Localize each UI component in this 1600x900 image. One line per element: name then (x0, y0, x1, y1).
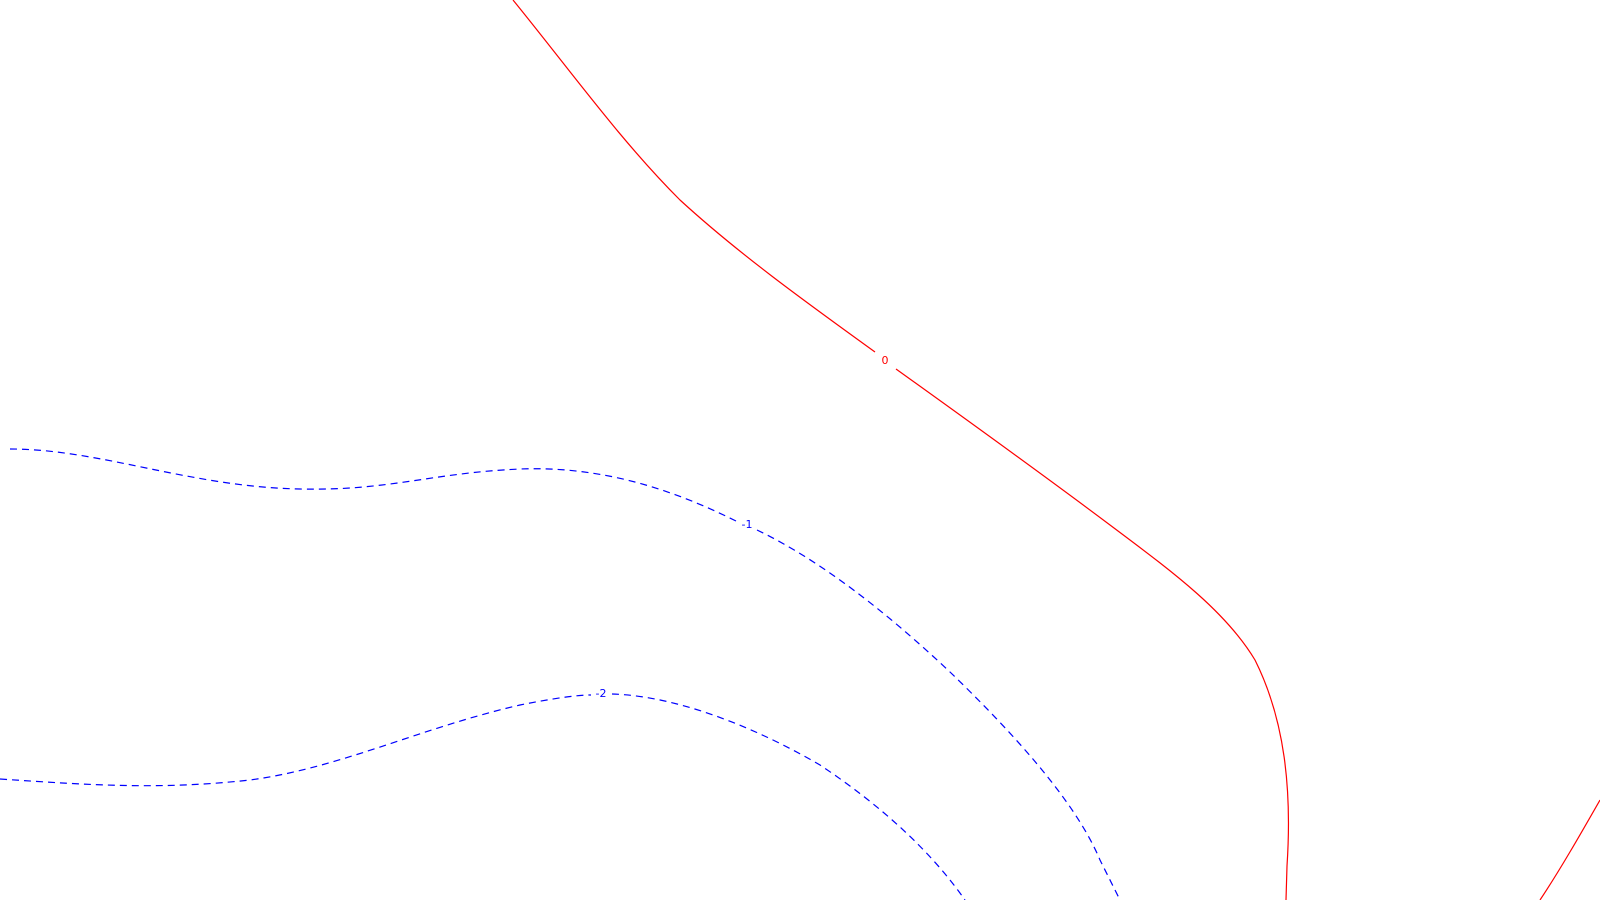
contour-line-minus2-continued (611, 693, 966, 900)
contour-line-minus1 (9, 448, 739, 523)
contour-label-minus2: -2 (596, 687, 607, 700)
contour-line-0-corner (1539, 799, 1600, 900)
contour-line-minus1-continued (756, 529, 1121, 900)
contour-label-0: 0 (882, 354, 889, 367)
contour-label-minus1: -1 (742, 518, 753, 531)
contour-line-0 (512, 0, 876, 353)
contour-line-0-continued (895, 368, 1290, 900)
contour-line-minus2 (0, 694, 592, 787)
